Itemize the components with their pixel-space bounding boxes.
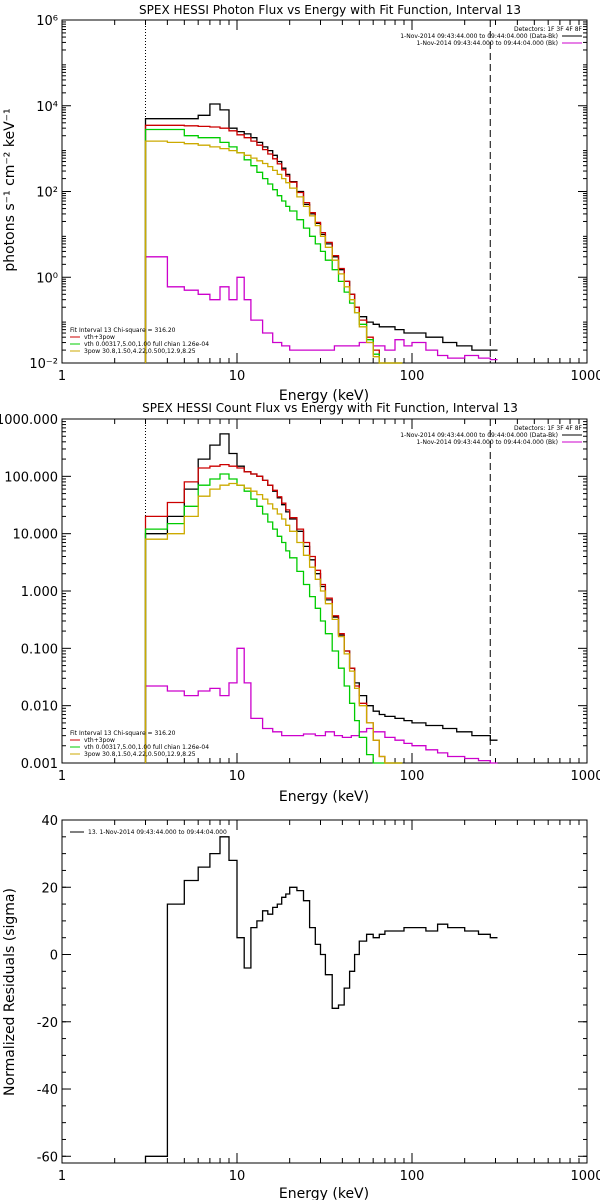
legend-fit-total: vth+3pow: [84, 737, 115, 744]
series-3pow: [144, 140, 403, 364]
series-bk: [144, 256, 498, 363]
y-tick-label: 0: [50, 949, 58, 964]
series-bk: [144, 647, 498, 764]
count-flux-panel: SPEX HESSI Count Flux vs Energy with Fit…: [0, 401, 600, 805]
legend-data-entry: 1-Nov-2014 09:43:44.000 to 09:44:04.000 …: [400, 432, 558, 439]
residuals-x-ticks: 1 10 100 1000: [58, 820, 600, 1184]
x-tick-label: 100: [400, 1169, 425, 1184]
y-tick-label: 0.100: [21, 642, 58, 657]
photon-flux-legend-detectors: Detectors: 1F 3F 4F 8F 1-Nov-2014 09:43:…: [400, 26, 582, 47]
photon-flux-plot-frame: [61, 19, 588, 364]
residuals-y-ticks: -60 -40 -20 0 20 40: [37, 814, 587, 1165]
x-tick-label: 10: [229, 369, 246, 384]
y-tick-label: 0.001: [21, 757, 58, 772]
photon-flux-panel: SPEX HESSI Photon Flux vs Energy with Fi…: [2, 3, 600, 404]
y-tick-label: 1000.000: [0, 413, 58, 428]
legend-fit-3pow: 3pow 30.8,1.50,4.22,0.500,12.9,8.25: [84, 348, 196, 355]
x-tick-label: 1: [58, 369, 66, 384]
residuals-y-axis-label: Normalized Residuals (sigma): [2, 888, 18, 1096]
legend-detectors-header: Detectors: 1F 3F 4F 8F: [514, 425, 583, 432]
x-tick-label: 10: [229, 1169, 246, 1184]
photon-flux-legend-fit: Fit Interval 13 Chi-square = 316.20 vth+…: [70, 327, 209, 355]
y-tick-label: 100.000: [4, 470, 58, 485]
legend-fit-header: Fit Interval 13 Chi-square = 316.20: [70, 327, 176, 334]
y-tick-label: 20: [41, 881, 58, 896]
count-flux-title: SPEX HESSI Count Flux vs Energy with Fit…: [142, 401, 518, 415]
photon-flux-series: [144, 103, 498, 364]
count-flux-vlines: [144, 419, 491, 763]
count-flux-series: [144, 433, 498, 764]
x-tick-label: 1000: [570, 1169, 600, 1184]
count-flux-x-ticks: 1 10 100 1000: [58, 419, 600, 784]
legend-fit-vth: vth 0.00317,5.00,1.00 full chian 1.26e-0…: [84, 744, 209, 751]
legend-fit-header: Fit Interval 13 Chi-square = 316.20: [70, 730, 176, 737]
photon-flux-y-axis-label: photons s⁻¹ cm⁻² keV⁻¹: [2, 108, 18, 271]
legend-bk-entry: 1-Nov-2014 09:43:44.000 to 09:44:04.000 …: [416, 439, 558, 446]
residuals-series: [144, 836, 498, 1163]
series-vth: [144, 128, 403, 364]
y-tick-label: -20: [37, 1016, 58, 1031]
series-3pow: [144, 482, 403, 764]
photon-flux-title: SPEX HESSI Photon Flux vs Energy with Fi…: [139, 3, 521, 17]
x-tick-label: 1000: [570, 369, 600, 384]
legend-fit-total: vth+3pow: [84, 334, 115, 341]
x-tick-label: 100: [400, 769, 425, 784]
series-1-nov-2014-09-43-44-000-to-09-44-04-000-data-bk: [144, 103, 498, 363]
y-tick-label: 10⁻²: [29, 357, 58, 372]
y-tick-label: -40: [37, 1083, 58, 1098]
y-tick-label: 10.000: [13, 528, 59, 543]
y-tick-label: 10²: [36, 186, 58, 201]
series-vth-3pow: [144, 463, 403, 764]
count-flux-y-ticks: 0.001 0.010 0.100 1.000 10.000 100.000 1000.00…: [0, 413, 587, 772]
residuals-plot-frame: [61, 819, 588, 1164]
y-tick-label: 10⁰: [36, 271, 58, 286]
y-tick-label: 10⁴: [36, 100, 58, 115]
series-13-1-nov-2014-09-43-44-000-to-09-44-04-000: [144, 836, 498, 1163]
y-tick-label: 10⁶: [36, 14, 58, 29]
legend-fit-vth: vth 0.00317,5.00,1.00 full chian 1.26e-0…: [84, 341, 209, 348]
y-tick-label: 40: [41, 814, 58, 829]
legend-residual-entry: 13. 1-Nov-2014 09:43:44.000 to 09:44:04.…: [88, 829, 227, 836]
photon-flux-y-ticks: 10⁻² 10⁰ 10² 10⁴ 10⁶: [29, 14, 587, 372]
photon-flux-x-ticks: 1 10 100 1000: [58, 20, 600, 384]
count-flux-x-axis-label: Energy (keV): [279, 789, 369, 805]
legend-bk-entry: 1-Nov-2014 09:43:44.000 to 09:44:04.000 …: [416, 40, 558, 47]
residuals-panel: Energy (keV) Normalized Residuals (sigma…: [2, 814, 600, 1200]
residuals-x-axis-label: Energy (keV): [279, 1186, 369, 1200]
count-flux-legend-fit: Fit Interval 13 Chi-square = 316.20 vth+…: [70, 730, 209, 758]
count-flux-legend-detectors: Detectors: 1F 3F 4F 8F 1-Nov-2014 09:43:…: [400, 425, 582, 446]
x-tick-label: 1: [58, 1169, 66, 1184]
legend-fit-3pow: 3pow 30.8,1.50,4.22,0.500,12.9,8.25: [84, 751, 196, 758]
series-vth: [144, 473, 403, 764]
x-tick-label: 1000: [570, 769, 600, 784]
y-tick-label: 1.000: [21, 585, 58, 600]
residuals-legend: 13. 1-Nov-2014 09:43:44.000 to 09:44:04.…: [70, 829, 227, 836]
photon-flux-x-axis-label: Energy (keV): [279, 388, 369, 404]
photon-flux-vlines: [144, 20, 491, 363]
legend-detectors-header: Detectors: 1F 3F 4F 8F: [514, 26, 583, 33]
x-tick-label: 1: [58, 769, 66, 784]
x-tick-label: 10: [229, 769, 246, 784]
y-tick-label: 0.010: [21, 700, 58, 715]
x-tick-label: 100: [400, 369, 425, 384]
series-1-nov-2014-09-43-44-000-to-09-44-04-000-data-bk: [144, 433, 498, 763]
legend-data-entry: 1-Nov-2014 09:43:44.000 to 09:44:04.000 …: [400, 33, 558, 40]
y-tick-label: -60: [37, 1150, 58, 1165]
